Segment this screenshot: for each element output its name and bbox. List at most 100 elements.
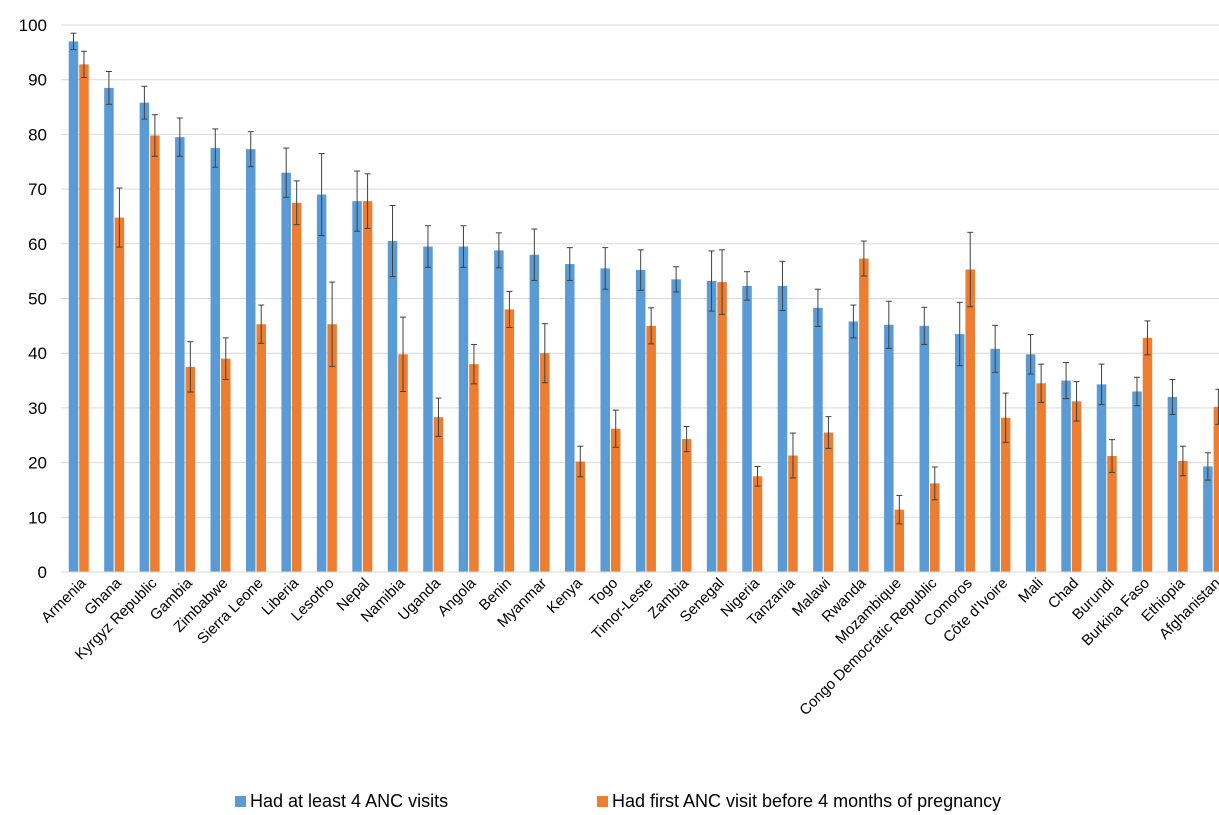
error-bar — [541, 323, 548, 384]
error-bar — [825, 416, 832, 449]
error-bar — [460, 225, 467, 268]
bar-first-visit-19 — [752, 476, 763, 572]
bar-first-visit-17 — [681, 439, 692, 572]
error-bar — [258, 304, 265, 344]
error-bar — [1215, 388, 1219, 425]
error-bar — [176, 117, 183, 157]
error-bar — [566, 247, 573, 281]
bar-first-visit-28 — [1071, 401, 1082, 572]
error-bar — [389, 205, 396, 278]
error-bar — [80, 50, 87, 79]
legend: Had at least 4 ANC visits Had first ANC v… — [235, 791, 1001, 811]
bar-4plus-visits-30 — [1132, 391, 1142, 572]
bar-4plus-visits-19 — [742, 285, 752, 572]
bar-first-visit-6 — [291, 202, 302, 572]
error-bar — [637, 249, 644, 291]
error-bar — [531, 228, 538, 281]
bar-4plus-visits-25 — [954, 334, 965, 572]
bar-4plus-visits-31 — [1167, 396, 1178, 572]
legend-item: Had first ANC visit before 4 months of p… — [597, 791, 1001, 811]
error-bar — [896, 494, 903, 525]
bar-4plus-visits-15 — [600, 268, 610, 572]
error-bar — [1204, 452, 1211, 481]
bar-4plus-visits-11 — [458, 246, 469, 572]
bar-first-visit-25 — [965, 269, 975, 572]
bar-4plus-visits-17 — [671, 279, 681, 572]
bar-4plus-visits-9 — [387, 241, 398, 572]
bar-first-visit-15 — [610, 428, 621, 572]
bar-4plus-visits-23 — [884, 324, 894, 572]
bar-4plus-visits-21 — [813, 307, 823, 572]
y-tick-label: 30 — [28, 399, 47, 418]
y-tick-label: 90 — [28, 71, 47, 90]
bar-4plus-visits-12 — [494, 250, 504, 572]
bar-first-visit-16 — [646, 325, 656, 572]
error-bar — [354, 170, 361, 232]
bar-4plus-visits-22 — [848, 321, 859, 572]
error-bar — [116, 187, 123, 248]
error-bar — [860, 240, 867, 277]
bars — [68, 41, 1219, 573]
error-bar — [577, 445, 584, 478]
error-bar — [435, 397, 442, 437]
bar-first-visit-30 — [1142, 337, 1153, 572]
error-bar — [470, 343, 477, 385]
bar-first-visit-8 — [362, 201, 373, 572]
bar-4plus-visits-10 — [423, 246, 433, 572]
error-bar — [814, 288, 821, 327]
error-bar — [151, 114, 158, 157]
bar-first-visit-23 — [894, 509, 905, 572]
error-bar — [673, 266, 680, 293]
bar-4plus-visits-16 — [635, 270, 646, 572]
bar-4plus-visits-4 — [210, 148, 221, 572]
error-bar — [683, 425, 690, 453]
error-bar — [1002, 392, 1009, 443]
error-bar — [1027, 334, 1034, 375]
y-tick-label: 70 — [28, 180, 47, 199]
bar-first-visit-32 — [1213, 406, 1219, 572]
error-bar — [850, 304, 857, 339]
bar-first-visit-26 — [1000, 417, 1011, 572]
bar-4plus-visits-28 — [1061, 380, 1071, 572]
bar-first-visit-3 — [185, 366, 196, 572]
bar-first-visit-14 — [575, 461, 586, 572]
y-tick-label: 80 — [28, 125, 47, 144]
error-bar — [648, 307, 655, 345]
error-bar — [187, 341, 194, 393]
bar-first-visit-27 — [1036, 383, 1046, 572]
bar-4plus-visits-14 — [565, 264, 575, 572]
bar-first-visit-29 — [1107, 456, 1117, 572]
error-bar — [318, 153, 325, 237]
y-tick-label: 50 — [28, 290, 47, 309]
bar-4plus-visits-7 — [316, 194, 327, 572]
bar-4plus-visits-13 — [529, 254, 540, 573]
error-bar — [779, 260, 786, 312]
bar-first-visit-13 — [540, 353, 550, 572]
x-category-label: Kenya — [544, 574, 587, 617]
bar-first-visit-5 — [256, 324, 266, 572]
bar-first-visit-11 — [469, 364, 479, 572]
error-bar — [222, 337, 229, 380]
y-tick-label: 100 — [19, 16, 47, 35]
bar-first-visit-4 — [221, 358, 231, 572]
x-category-label: Armenia — [38, 574, 90, 626]
bar-4plus-visits-27 — [1025, 354, 1036, 572]
y-axis-ticks: 0 10 20 30 40 50 60 70 80 90 100 — [19, 16, 47, 582]
bar-first-visit-24 — [930, 483, 940, 572]
error-bar — [1073, 381, 1080, 422]
error-bar — [789, 432, 796, 479]
error-bar — [885, 300, 892, 349]
y-tick-label: 40 — [28, 344, 47, 363]
error-bar — [708, 250, 715, 312]
bar-4plus-visits-6 — [281, 172, 291, 572]
bar-4plus-visits-29 — [1096, 384, 1107, 572]
y-tick-label: 10 — [28, 508, 47, 527]
error-bar — [212, 128, 219, 168]
error-bar — [719, 249, 726, 315]
error-bar — [1133, 376, 1140, 407]
x-category-label: Mali — [1015, 575, 1046, 606]
legend-swatch — [597, 796, 608, 807]
error-bar — [329, 281, 336, 367]
error-bar — [612, 409, 619, 448]
